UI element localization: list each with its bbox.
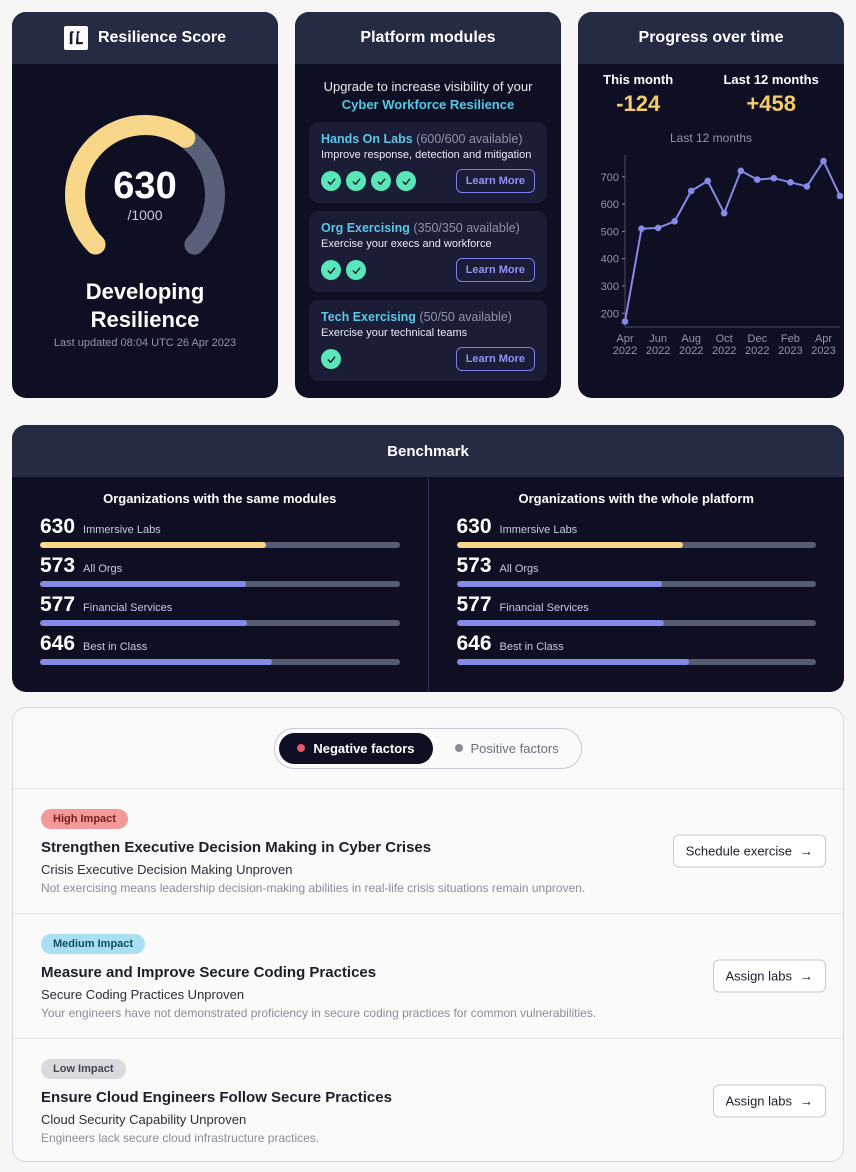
svg-text:300: 300 <box>601 281 619 293</box>
svg-text:Dec: Dec <box>748 333 768 345</box>
svg-text:2022: 2022 <box>613 345 637 357</box>
svg-text:Feb: Feb <box>781 333 800 345</box>
svg-text:Jun: Jun <box>649 333 667 345</box>
svg-text:2022: 2022 <box>646 345 670 357</box>
svg-text:600: 600 <box>601 199 619 211</box>
svg-text:500: 500 <box>601 226 619 238</box>
svg-text:Aug: Aug <box>681 333 701 345</box>
svg-text:Oct: Oct <box>716 333 733 345</box>
svg-text:Apr: Apr <box>616 333 633 345</box>
svg-text:2022: 2022 <box>745 345 769 357</box>
svg-text:700: 700 <box>601 172 619 184</box>
svg-text:Apr: Apr <box>815 333 832 345</box>
svg-text:2022: 2022 <box>712 345 736 357</box>
svg-text:2023: 2023 <box>778 345 802 357</box>
svg-text:2023: 2023 <box>811 345 835 357</box>
svg-text:400: 400 <box>601 254 619 266</box>
svg-text:2022: 2022 <box>679 345 703 357</box>
svg-text:200: 200 <box>601 308 619 320</box>
